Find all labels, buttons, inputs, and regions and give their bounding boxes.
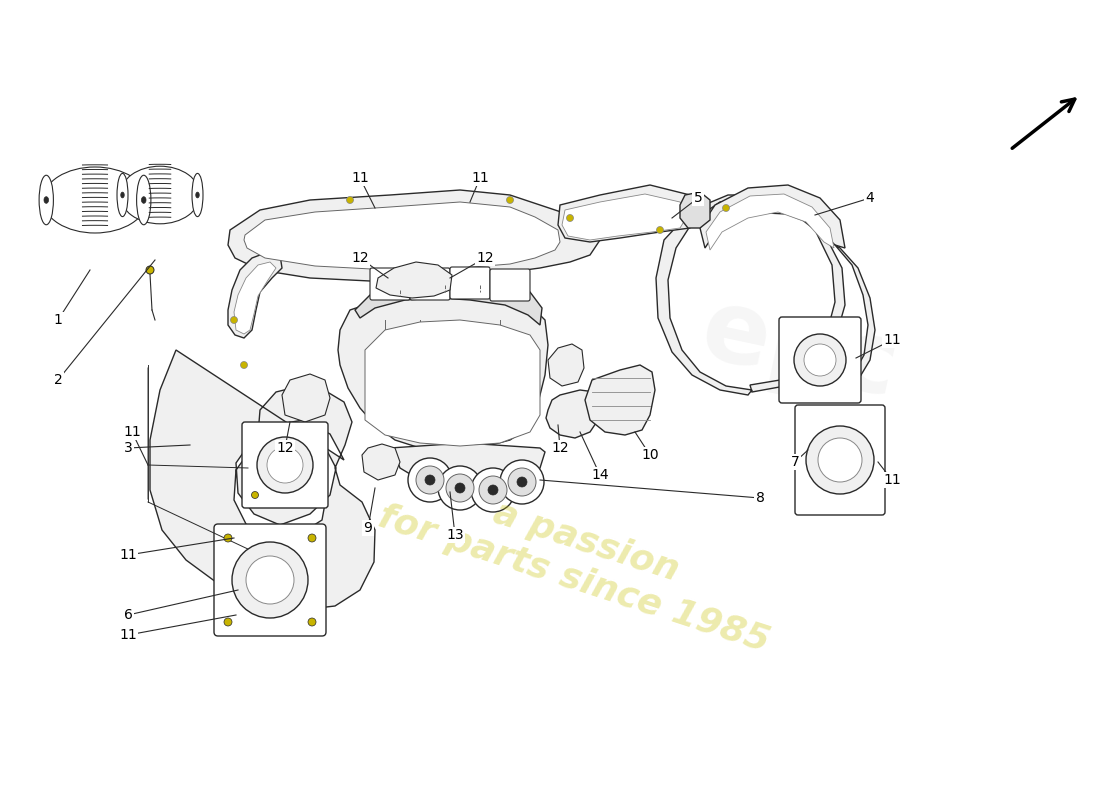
Circle shape	[806, 426, 874, 494]
Text: epc: epc	[693, 282, 908, 418]
Ellipse shape	[43, 167, 147, 233]
Text: 11: 11	[351, 171, 369, 185]
Text: 11: 11	[123, 425, 141, 439]
Ellipse shape	[121, 192, 124, 198]
Text: 8: 8	[756, 491, 764, 505]
Circle shape	[425, 475, 435, 485]
Circle shape	[455, 483, 465, 493]
Ellipse shape	[142, 197, 146, 203]
Circle shape	[446, 474, 474, 502]
Circle shape	[257, 437, 314, 493]
FancyBboxPatch shape	[214, 524, 326, 636]
Polygon shape	[282, 374, 330, 422]
Polygon shape	[835, 245, 874, 400]
FancyBboxPatch shape	[242, 422, 328, 508]
FancyBboxPatch shape	[410, 268, 450, 300]
FancyBboxPatch shape	[490, 269, 530, 301]
Circle shape	[246, 556, 294, 604]
Polygon shape	[546, 390, 600, 438]
Circle shape	[146, 266, 154, 274]
FancyBboxPatch shape	[450, 267, 490, 299]
FancyBboxPatch shape	[779, 317, 861, 403]
Circle shape	[408, 458, 452, 502]
Circle shape	[241, 362, 248, 369]
Circle shape	[308, 534, 316, 542]
Text: 7: 7	[791, 455, 800, 469]
Text: 3: 3	[123, 441, 132, 455]
Circle shape	[308, 618, 316, 626]
Circle shape	[416, 466, 444, 494]
Polygon shape	[558, 185, 700, 242]
Polygon shape	[706, 194, 834, 250]
Text: 11: 11	[883, 473, 901, 487]
Text: 12: 12	[351, 251, 369, 265]
Polygon shape	[376, 262, 452, 298]
Ellipse shape	[120, 166, 200, 224]
Circle shape	[506, 197, 514, 203]
Circle shape	[224, 534, 232, 542]
Ellipse shape	[40, 175, 54, 225]
Text: 10: 10	[641, 448, 659, 462]
Polygon shape	[228, 252, 282, 338]
Circle shape	[231, 317, 238, 323]
Text: 6: 6	[123, 608, 132, 622]
Polygon shape	[700, 185, 845, 248]
Ellipse shape	[44, 197, 48, 203]
Text: 11: 11	[471, 171, 488, 185]
FancyBboxPatch shape	[370, 268, 410, 300]
Circle shape	[723, 205, 729, 211]
Text: 4: 4	[866, 191, 874, 205]
Circle shape	[346, 197, 353, 203]
Circle shape	[517, 477, 527, 487]
Circle shape	[471, 468, 515, 512]
Text: 14: 14	[591, 468, 608, 482]
Text: 2: 2	[54, 373, 63, 387]
Circle shape	[566, 214, 573, 222]
Text: 9: 9	[364, 521, 373, 535]
Circle shape	[500, 460, 544, 504]
Circle shape	[438, 466, 482, 510]
Text: 1: 1	[54, 313, 63, 327]
Text: 11: 11	[883, 333, 901, 347]
Polygon shape	[338, 292, 548, 452]
Polygon shape	[228, 190, 600, 282]
Polygon shape	[562, 194, 688, 240]
Circle shape	[224, 618, 232, 626]
Polygon shape	[150, 350, 375, 610]
Text: 12: 12	[476, 251, 494, 265]
Text: 12: 12	[276, 441, 294, 455]
Circle shape	[508, 468, 536, 496]
Text: 5: 5	[694, 191, 703, 205]
Polygon shape	[355, 278, 542, 325]
FancyBboxPatch shape	[795, 405, 886, 515]
Circle shape	[657, 226, 663, 234]
Polygon shape	[234, 262, 276, 334]
Ellipse shape	[117, 174, 128, 217]
Circle shape	[478, 476, 507, 504]
Text: 11: 11	[119, 548, 136, 562]
Polygon shape	[548, 344, 584, 386]
Circle shape	[794, 334, 846, 386]
Ellipse shape	[192, 174, 204, 217]
Polygon shape	[390, 444, 544, 492]
Text: 11: 11	[119, 628, 136, 642]
Ellipse shape	[196, 192, 199, 198]
Polygon shape	[362, 444, 400, 480]
Circle shape	[267, 447, 303, 483]
Circle shape	[252, 491, 258, 498]
Polygon shape	[244, 202, 560, 270]
Circle shape	[488, 485, 498, 495]
Text: 13: 13	[447, 528, 464, 542]
Polygon shape	[365, 320, 540, 446]
Circle shape	[804, 344, 836, 376]
Polygon shape	[680, 192, 710, 228]
Circle shape	[818, 438, 862, 482]
Circle shape	[232, 542, 308, 618]
Polygon shape	[656, 195, 845, 395]
Ellipse shape	[136, 175, 151, 225]
Text: 12: 12	[551, 441, 569, 455]
Text: a passion
for parts since 1985: a passion for parts since 1985	[374, 462, 786, 658]
Polygon shape	[585, 365, 654, 435]
